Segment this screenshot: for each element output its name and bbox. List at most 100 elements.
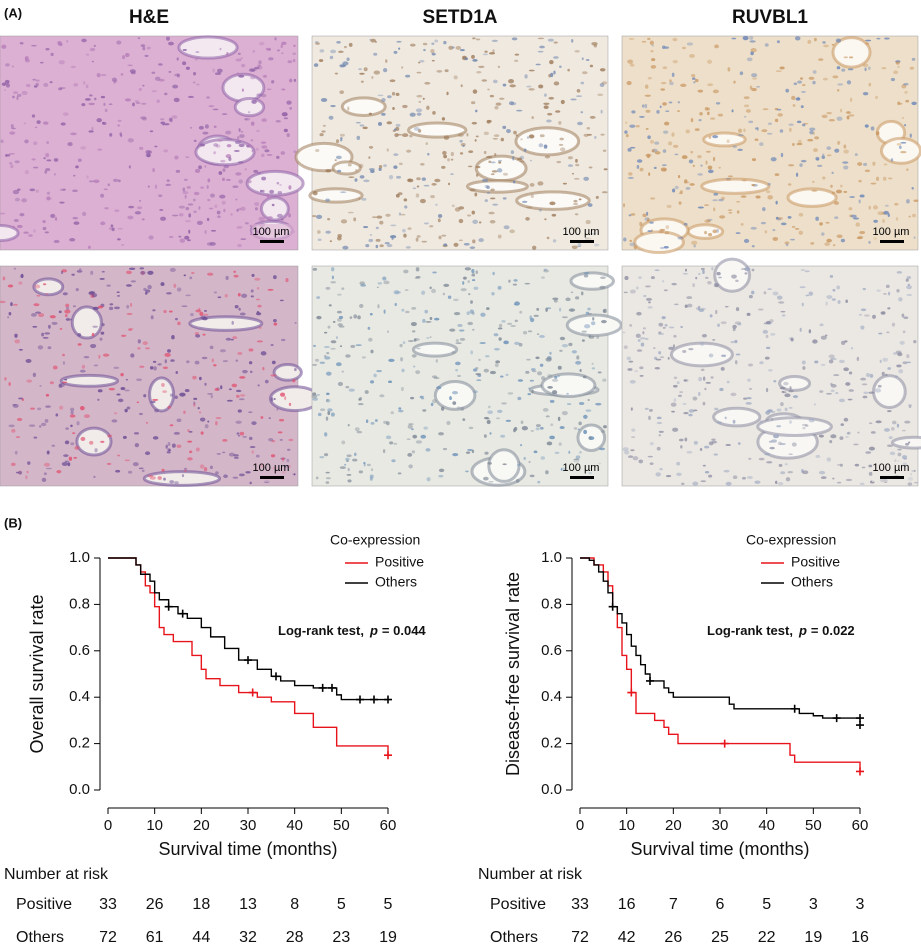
nucleus: [749, 36, 754, 40]
y-tick-label: 0.2: [541, 735, 562, 752]
nucleus: [472, 219, 479, 224]
nucleus: [360, 284, 367, 287]
nucleus: [475, 165, 481, 169]
nucleus: [523, 456, 526, 460]
y-tick-label: 0.8: [541, 595, 562, 612]
nucleus: [315, 476, 319, 480]
nucleus: [723, 469, 730, 473]
nucleus: [750, 51, 754, 56]
nucleus: [1, 82, 7, 86]
nucleus: [273, 275, 277, 280]
nucleus: [266, 193, 270, 199]
nucleus: [336, 310, 342, 314]
nucleus: [492, 203, 499, 206]
nucleus: [531, 116, 534, 119]
nucleus: [438, 235, 442, 240]
nucleus: [868, 471, 873, 476]
nucleus: [731, 37, 737, 40]
nucleus: [138, 87, 142, 91]
nucleus: [93, 475, 96, 479]
gland: [515, 190, 591, 211]
nucleus: [830, 184, 833, 188]
nucleus: [798, 139, 802, 144]
nucleus: [472, 272, 476, 277]
nucleus: [463, 242, 470, 246]
nucleus: [743, 238, 750, 244]
nucleus: [232, 185, 239, 189]
nucleus: [443, 40, 447, 45]
nucleus: [478, 65, 485, 68]
nucleus: [18, 281, 23, 285]
nucleus: [189, 126, 193, 129]
nucleus: [398, 407, 402, 410]
nucleus: [175, 169, 181, 173]
nucleus: [183, 274, 187, 277]
nucleus: [394, 302, 397, 307]
nucleus: [108, 387, 116, 391]
nucleus: [486, 120, 491, 124]
nucleus: [708, 232, 713, 237]
nucleus: [744, 266, 751, 272]
nucleus: [677, 110, 680, 113]
nucleus: [648, 172, 651, 176]
nucleus: [328, 115, 334, 120]
nucleus: [424, 309, 429, 314]
nucleus: [451, 350, 456, 354]
nucleus: [535, 63, 541, 66]
nucleus: [348, 388, 355, 392]
nucleus: [347, 163, 352, 167]
risk-value: 22: [758, 929, 776, 945]
nucleus: [268, 437, 274, 442]
nucleus: [678, 192, 683, 195]
nucleus: [383, 280, 390, 285]
nucleus: [502, 83, 507, 87]
nucleus: [784, 463, 788, 466]
nucleus: [109, 133, 113, 137]
nucleus: [315, 42, 320, 45]
nucleus: [531, 370, 537, 373]
risk-value: 8: [290, 896, 299, 913]
nucleus: [543, 105, 549, 109]
nucleus: [268, 57, 274, 61]
nucleus: [219, 349, 227, 353]
nucleus: [453, 298, 459, 302]
nucleus: [432, 375, 438, 378]
nucleus: [674, 153, 679, 156]
nucleus: [160, 282, 165, 287]
nucleus: [732, 475, 738, 480]
nucleus: [810, 242, 815, 245]
nucleus: [459, 329, 465, 332]
nucleus: [369, 233, 373, 236]
nucleus: [650, 139, 655, 144]
x-axis-label: Survival time (months): [158, 839, 337, 859]
nucleus: [312, 397, 319, 401]
survival-curve: [108, 557, 388, 701]
nucleus: [53, 173, 56, 176]
nucleus: [402, 228, 406, 233]
nucleus: [16, 188, 21, 191]
nucleus: [497, 65, 501, 69]
nucleus: [169, 267, 176, 272]
nucleus: [460, 84, 463, 88]
nucleus: [201, 356, 208, 360]
nucleus: [759, 361, 764, 365]
nucleus: [828, 354, 835, 359]
nucleus: [726, 380, 730, 384]
nucleus: [137, 339, 141, 344]
nucleus: [708, 441, 714, 446]
nucleus: [186, 360, 190, 364]
nucleus: [344, 463, 347, 466]
nucleus: [715, 102, 721, 105]
nucleus: [475, 109, 478, 113]
y-tick-label: 0.6: [541, 642, 562, 659]
nucleus: [715, 309, 718, 315]
nucleus: [402, 341, 406, 345]
risk-value: 72: [99, 929, 117, 945]
nucleus: [765, 320, 771, 325]
nucleus: [244, 168, 247, 171]
nucleus: [168, 70, 172, 73]
scale-bar-label: 100 µm: [253, 462, 290, 474]
nucleus: [704, 219, 711, 223]
nucleus: [549, 59, 554, 65]
nucleus: [202, 333, 206, 336]
